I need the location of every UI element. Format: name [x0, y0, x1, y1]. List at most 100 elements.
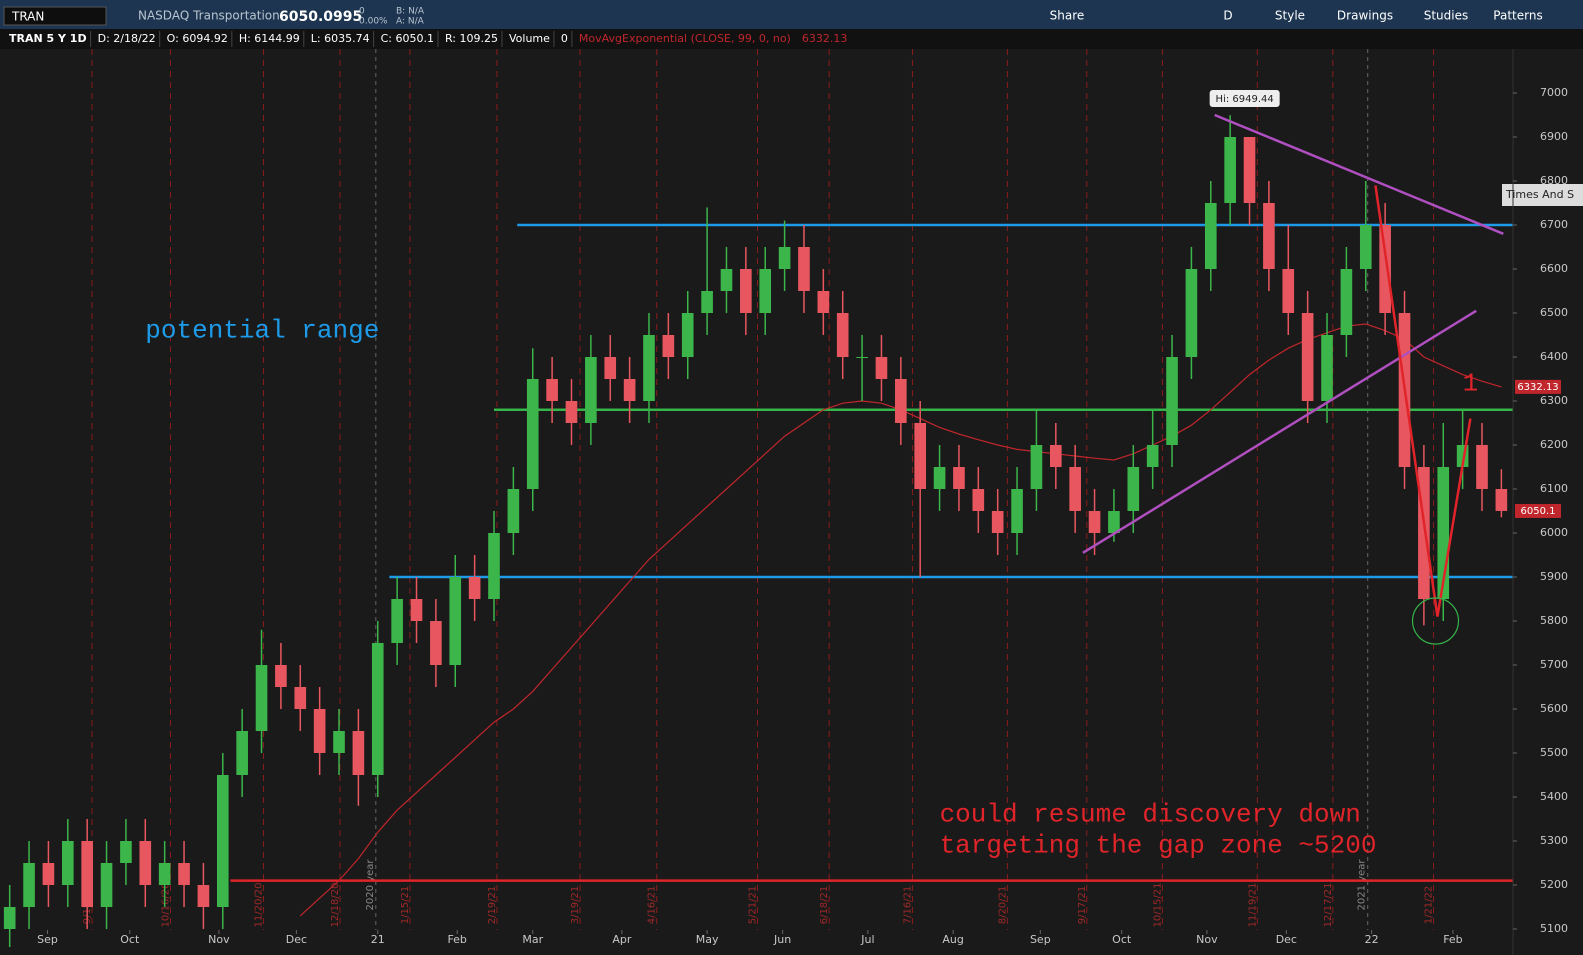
candle-body [701, 291, 713, 313]
expiration-label: 2/19/21 [487, 886, 498, 925]
candle-body [391, 599, 403, 643]
candle-body [3, 907, 16, 929]
y-tick-label: 5200 [1540, 878, 1568, 891]
toolbar-button[interactable]: Patterns [1493, 9, 1542, 23]
candle-body [604, 357, 617, 379]
toolbar-button[interactable]: D [1223, 9, 1232, 23]
annotation: 1 [1463, 368, 1479, 398]
bid: B: N/A [396, 7, 425, 17]
price-tag [1515, 379, 1561, 394]
high-label: Hi: 6949.44 [1216, 94, 1274, 105]
y-tick-label: 6900 [1540, 130, 1568, 143]
candle-body [81, 841, 93, 907]
candle-body [158, 863, 171, 885]
info-chip: R: 109.25 [445, 32, 498, 45]
x-tick-label: Jun [773, 933, 791, 946]
y-tick-label: 5600 [1540, 702, 1568, 715]
candle-body [972, 489, 985, 511]
candle-body [333, 731, 345, 753]
candle-body [1224, 137, 1236, 203]
info-chip: D: 2/18/22 [98, 32, 156, 45]
candle-body [1204, 203, 1217, 269]
candle-body [933, 467, 946, 489]
candle-body [1011, 489, 1023, 533]
info-chip: O: 6094.92 [167, 32, 228, 45]
y-tick-label: 5400 [1540, 790, 1568, 803]
info-chip: 0 [561, 32, 568, 45]
x-tick-label: Feb [447, 933, 466, 946]
candle-body [1127, 467, 1140, 511]
x-tick-label: Dec [1276, 933, 1297, 946]
candle-body [1340, 269, 1353, 335]
toolbar-button[interactable]: Drawings [1337, 9, 1393, 23]
price-tag [1515, 503, 1561, 518]
candle-body [216, 775, 229, 907]
x-tick-label: Jul [860, 933, 874, 946]
expiration-label: 5/21/21 [747, 886, 758, 925]
candle-body [352, 731, 365, 775]
annotation: potential range [145, 315, 379, 345]
candle-body [565, 401, 578, 423]
change-pct: 0.00% [359, 17, 388, 27]
price-tag-label: 6050.1 [1521, 506, 1556, 517]
candle-body [139, 841, 152, 885]
candle-body [1049, 445, 1062, 467]
year-label: 2020 year [365, 859, 376, 911]
price-tag-label: 6332.13 [1517, 382, 1558, 393]
expiration-label: 4/16/21 [647, 886, 658, 925]
candle-body [1030, 445, 1043, 489]
expiration-label: 7/16/21 [902, 886, 913, 925]
x-tick-label: Nov [208, 933, 230, 946]
candle-body [1359, 225, 1372, 269]
candle-body [1476, 445, 1488, 489]
ask: A: N/A [396, 17, 425, 27]
y-tick-label: 5100 [1540, 922, 1568, 935]
x-tick-label: Sep [1030, 933, 1051, 946]
symbol-box[interactable] [3, 6, 107, 26]
candle-body [1282, 269, 1295, 313]
candle-body [856, 357, 868, 358]
candle-body [1243, 137, 1256, 203]
candle-body [1263, 203, 1275, 269]
candle-body [255, 665, 268, 731]
trend-line [1374, 185, 1472, 617]
x-tick-label: Dec [286, 933, 307, 946]
x-tick-label: Apr [612, 933, 632, 946]
candle-body [1069, 467, 1081, 511]
y-tick-label: 6300 [1540, 394, 1568, 407]
expiration-label: 3/19/21 [570, 886, 581, 925]
instrument-name: NASDAQ Transportation [138, 9, 280, 23]
expiration-label: 11/20/20 [253, 883, 264, 928]
expiration-label: 9/17/21 [1077, 886, 1088, 925]
expiration-label: 12/18/20 [330, 883, 341, 928]
expiration-label: 6/18/21 [819, 886, 830, 925]
x-tick-label: Feb [1443, 933, 1462, 946]
candle-body [410, 599, 423, 621]
candle-body [449, 577, 462, 665]
candle-body [100, 863, 113, 907]
candle-body [1108, 511, 1120, 533]
candle-body [507, 489, 520, 533]
y-tick-label: 6000 [1540, 526, 1568, 539]
candle-body [798, 247, 810, 291]
candle-body [953, 467, 965, 489]
candle-body [1146, 445, 1159, 467]
y-tick-label: 6500 [1540, 306, 1568, 319]
y-tick-label: 5300 [1540, 834, 1568, 847]
candle-body [1379, 225, 1391, 313]
expiration-label: 12/17/21 [1323, 883, 1334, 928]
trend-line [1082, 309, 1477, 554]
candle-body [1301, 313, 1314, 401]
x-tick-label: Mar [522, 933, 543, 946]
toolbar-button[interactable]: Share [1050, 9, 1085, 23]
toolbar-button[interactable]: Studies [1424, 9, 1469, 23]
candle-body [623, 379, 636, 401]
toolbar-button[interactable]: Style [1275, 9, 1305, 23]
candle-body [197, 885, 210, 907]
candle-body [759, 269, 772, 313]
y-tick-label: 5900 [1540, 570, 1568, 583]
expiration-label: 10/15/21 [1152, 883, 1163, 928]
candle-body [430, 621, 442, 665]
candle-body [991, 511, 1004, 533]
candle-body [275, 665, 287, 687]
